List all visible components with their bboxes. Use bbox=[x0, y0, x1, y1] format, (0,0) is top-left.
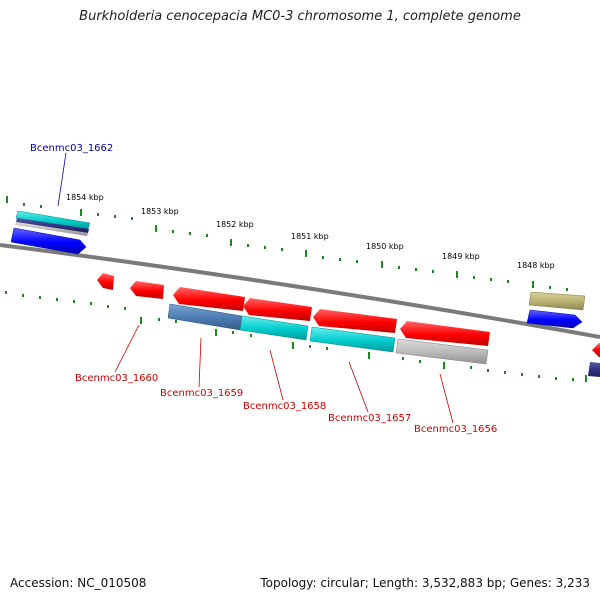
gene-1658[interactable] bbox=[239, 315, 309, 341]
gene-red-4[interactable] bbox=[313, 309, 397, 333]
gene-navy-edge[interactable] bbox=[588, 362, 600, 377]
gene-olive-right[interactable] bbox=[528, 291, 586, 311]
gene-1656[interactable] bbox=[395, 338, 489, 365]
gene-blue-forward-left[interactable] bbox=[10, 227, 87, 255]
gene-label-1658[interactable]: Bcenmc03_1658 bbox=[243, 401, 326, 412]
leader-line-1659 bbox=[198, 337, 202, 388]
kbp-label-1849: 1849 kbp bbox=[442, 252, 480, 261]
kbp-label-1852: 1852 kbp bbox=[216, 220, 254, 229]
leader-line-1656 bbox=[439, 373, 454, 424]
gene-1657[interactable] bbox=[309, 326, 396, 353]
leader-line-1657 bbox=[348, 361, 369, 413]
leader-line-1658 bbox=[269, 349, 284, 401]
gene-red-small-1[interactable] bbox=[97, 273, 114, 290]
genome-info-text: Topology: circular; Length: 3,532,883 bp… bbox=[260, 576, 590, 590]
lower-scale bbox=[5, 291, 587, 382]
map-title: Burkholderia cenocepacia MC0-3 chromosom… bbox=[79, 9, 521, 24]
gene-red-2[interactable] bbox=[173, 287, 245, 311]
kbp-labels: 1854 kbp 1853 kbp 1852 kbp 1851 kbp 1850… bbox=[66, 193, 555, 270]
leader-lines bbox=[57, 152, 454, 424]
kbp-label-1848: 1848 kbp bbox=[517, 261, 555, 270]
accession-text: Accession: NC_010508 bbox=[10, 576, 147, 590]
leader-line-1662 bbox=[57, 152, 67, 207]
gene-label-1662[interactable]: Bcenmc03_1662 bbox=[30, 143, 113, 154]
gene-red-5[interactable] bbox=[400, 321, 490, 346]
kbp-label-1854: 1854 kbp bbox=[66, 193, 104, 202]
gene-blue-forward-right[interactable] bbox=[526, 309, 583, 329]
gene-label-1660[interactable]: Bcenmc03_1660 bbox=[75, 373, 158, 384]
chromosome-backbone bbox=[0, 243, 600, 339]
gene-red-3[interactable] bbox=[243, 298, 312, 321]
leader-line-1660 bbox=[114, 324, 140, 373]
gene-label-1659[interactable]: Bcenmc03_1659 bbox=[160, 388, 243, 399]
upper-scale bbox=[6, 196, 568, 291]
kbp-label-1850: 1850 kbp bbox=[366, 242, 404, 251]
gene-1662-navy-stripe bbox=[16, 218, 89, 233]
gene-label-1656[interactable]: Bcenmc03_1656 bbox=[414, 424, 497, 435]
gene-1662-gray-stripe bbox=[15, 222, 88, 236]
gene-red-edge[interactable] bbox=[592, 343, 600, 357]
gene-1660[interactable] bbox=[130, 281, 164, 299]
kbp-label-1851: 1851 kbp bbox=[291, 232, 329, 241]
kbp-label-1853: 1853 kbp bbox=[141, 207, 179, 216]
gene-label-1657[interactable]: Bcenmc03_1657 bbox=[328, 413, 411, 424]
